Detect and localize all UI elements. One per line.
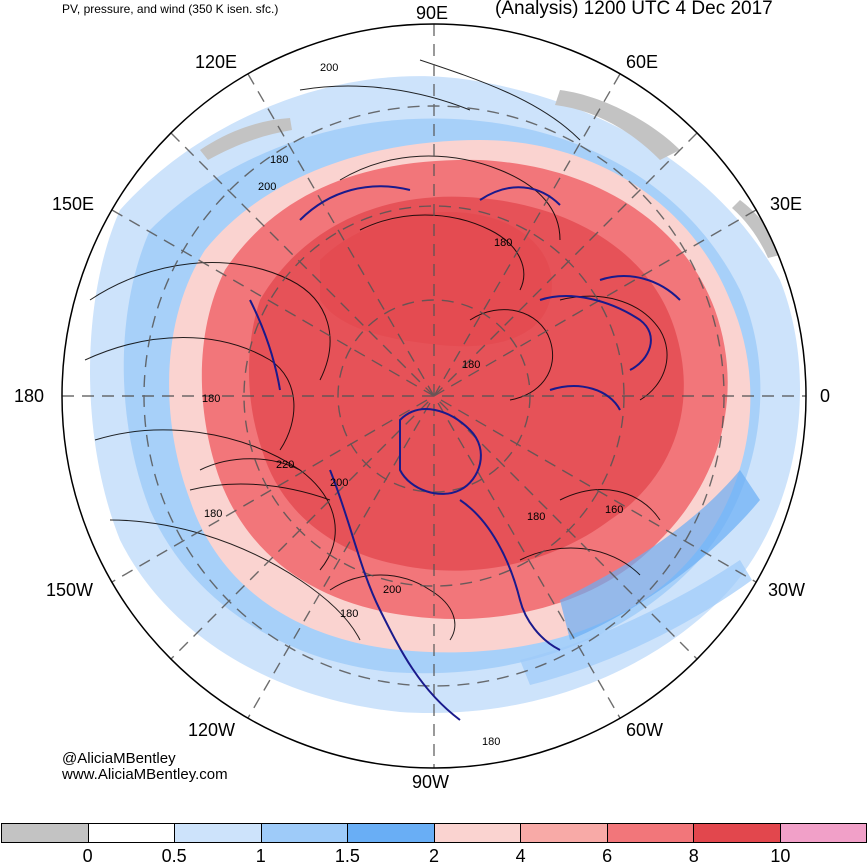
contour-label: 180 [494, 237, 512, 249]
credit-handle: @AliciaMBentley [62, 750, 176, 767]
contour-label: 180 [482, 736, 500, 748]
contour-label: 180 [340, 608, 358, 620]
colorbar-tick-label: 4 [515, 846, 526, 866]
lon-label-150w: 150W [46, 580, 94, 600]
colorbar-swatch [174, 824, 261, 842]
colorbar-swatch [347, 824, 434, 842]
colorbar-swatch [260, 824, 347, 842]
lon-label-90w: 90W [412, 772, 450, 792]
contour-label: 200 [258, 181, 276, 193]
contour-label: 180 [204, 508, 222, 520]
lon-label-60w: 60W [626, 720, 664, 740]
colorbar-swatch [87, 824, 174, 842]
lon-label-90e: 90E [416, 3, 449, 23]
product-title: PV, pressure, and wind (350 K isen. sfc.… [62, 2, 279, 16]
colorbar-swatch [779, 824, 866, 842]
colorbar-swatch [2, 824, 88, 842]
lon-label-180: 180 [14, 386, 45, 406]
contour-label: 180 [527, 511, 545, 523]
pv-field [62, 24, 806, 768]
contour-labels: 200 180 200 180 180 180 220 200 180 180 … [202, 62, 623, 748]
credit-website: www.AliciaMBentley.com [62, 766, 228, 783]
colorbar-swatch [433, 824, 520, 842]
colorbar-tick-label: 2 [428, 846, 440, 866]
colorbar-tick-label: 0.5 [161, 846, 187, 866]
lon-label-150e: 150E [52, 194, 95, 214]
contour-label: 160 [605, 504, 623, 516]
colorbar-tick-label: 0 [82, 846, 93, 866]
colorbar-tick-label: 6 [602, 846, 613, 866]
contour-label: 180 [202, 393, 220, 405]
contour-label: 200 [320, 62, 338, 74]
lon-label-30e: 30E [770, 194, 803, 214]
lon-label-120e: 120E [195, 52, 238, 72]
contour-label: 200 [383, 584, 401, 596]
contour-label: 180 [462, 359, 480, 371]
lon-label-0: 0 [820, 386, 831, 406]
valid-time-title: (Analysis) 1200 UTC 4 Dec 2017 [495, 0, 773, 19]
colorbar-tick-label: 1 [255, 846, 266, 866]
contour-label: 220 [276, 459, 294, 471]
lon-label-120w: 120W [188, 720, 236, 740]
contour-label: 200 [330, 477, 348, 489]
colorbar-tick-label: 1.5 [334, 846, 360, 866]
lon-label-60e: 60E [626, 52, 659, 72]
contour-label: 180 [270, 154, 288, 166]
colorbar [1, 823, 867, 843]
colorbar-tick-label: 10 [770, 846, 791, 866]
lon-label-30w: 30W [768, 580, 806, 600]
colorbar-swatch [693, 824, 780, 842]
colorbar-tick-label: 8 [688, 846, 699, 866]
colorbar-swatch [606, 824, 693, 842]
colorbar-swatch [520, 824, 607, 842]
